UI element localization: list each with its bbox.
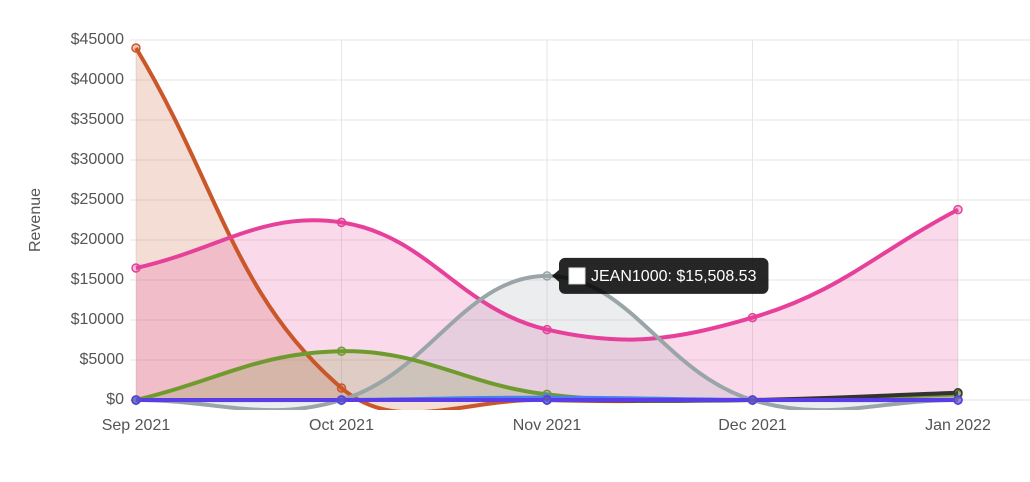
point: [747, 312, 758, 323]
y-tick-label: $35000: [71, 111, 124, 128]
point: [336, 346, 347, 356]
point: [542, 395, 552, 405]
tooltip-value: $15,508.53: [676, 268, 756, 285]
y-tick-label: $20000: [71, 231, 124, 248]
y-tick-label: $15000: [71, 271, 124, 288]
y-tick-label: $30000: [71, 151, 124, 168]
x-tick-label: Oct 2021: [309, 417, 374, 434]
point: [542, 324, 552, 335]
point: [336, 383, 347, 393]
tooltip-sep: :: [668, 268, 677, 285]
y-tick-label: $10000: [71, 311, 124, 328]
line: [135, 207, 959, 342]
y-tick-label: $45000: [71, 31, 124, 48]
point: [542, 271, 552, 281]
point: [131, 43, 141, 53]
y-tick-label: $40000: [71, 71, 124, 88]
point: [131, 263, 141, 273]
y-tick-label: $0: [106, 391, 124, 408]
point: [953, 388, 963, 398]
line: [135, 273, 959, 410]
point: [953, 395, 963, 405]
x-tick-label: Sep 2021: [102, 417, 171, 434]
tooltip-swatch: [568, 267, 586, 285]
x-tick-label: Nov 2021: [513, 417, 582, 434]
y-tick-label: $25000: [71, 191, 124, 208]
x-tick-label: Jan 2022: [925, 417, 991, 434]
y-axis-label: Revenue: [27, 188, 44, 252]
point: [131, 395, 141, 405]
point: [953, 204, 963, 215]
tooltip-box: [552, 269, 559, 282]
tooltip-text: JEAN1000: $15,508.53: [591, 268, 757, 285]
point: [336, 395, 347, 405]
x-tick-label: Dec 2021: [718, 417, 787, 434]
point: [336, 217, 347, 228]
point: [747, 395, 758, 405]
tooltip-name: JEAN1000: [591, 268, 668, 285]
area: [136, 275, 958, 410]
tooltip-box: [559, 257, 769, 294]
y-tick-label: $5000: [80, 351, 125, 368]
